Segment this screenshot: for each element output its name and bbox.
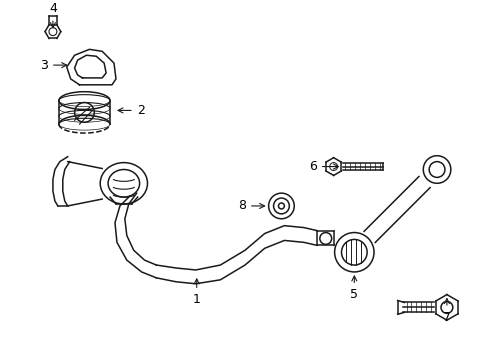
Text: 7: 7 xyxy=(443,298,451,324)
Text: 3: 3 xyxy=(40,59,67,72)
Text: 8: 8 xyxy=(238,199,265,212)
Text: 6: 6 xyxy=(309,160,339,173)
Text: 5: 5 xyxy=(350,276,358,301)
Text: 4: 4 xyxy=(49,3,57,28)
Text: 2: 2 xyxy=(118,104,145,117)
Text: 1: 1 xyxy=(193,279,201,306)
